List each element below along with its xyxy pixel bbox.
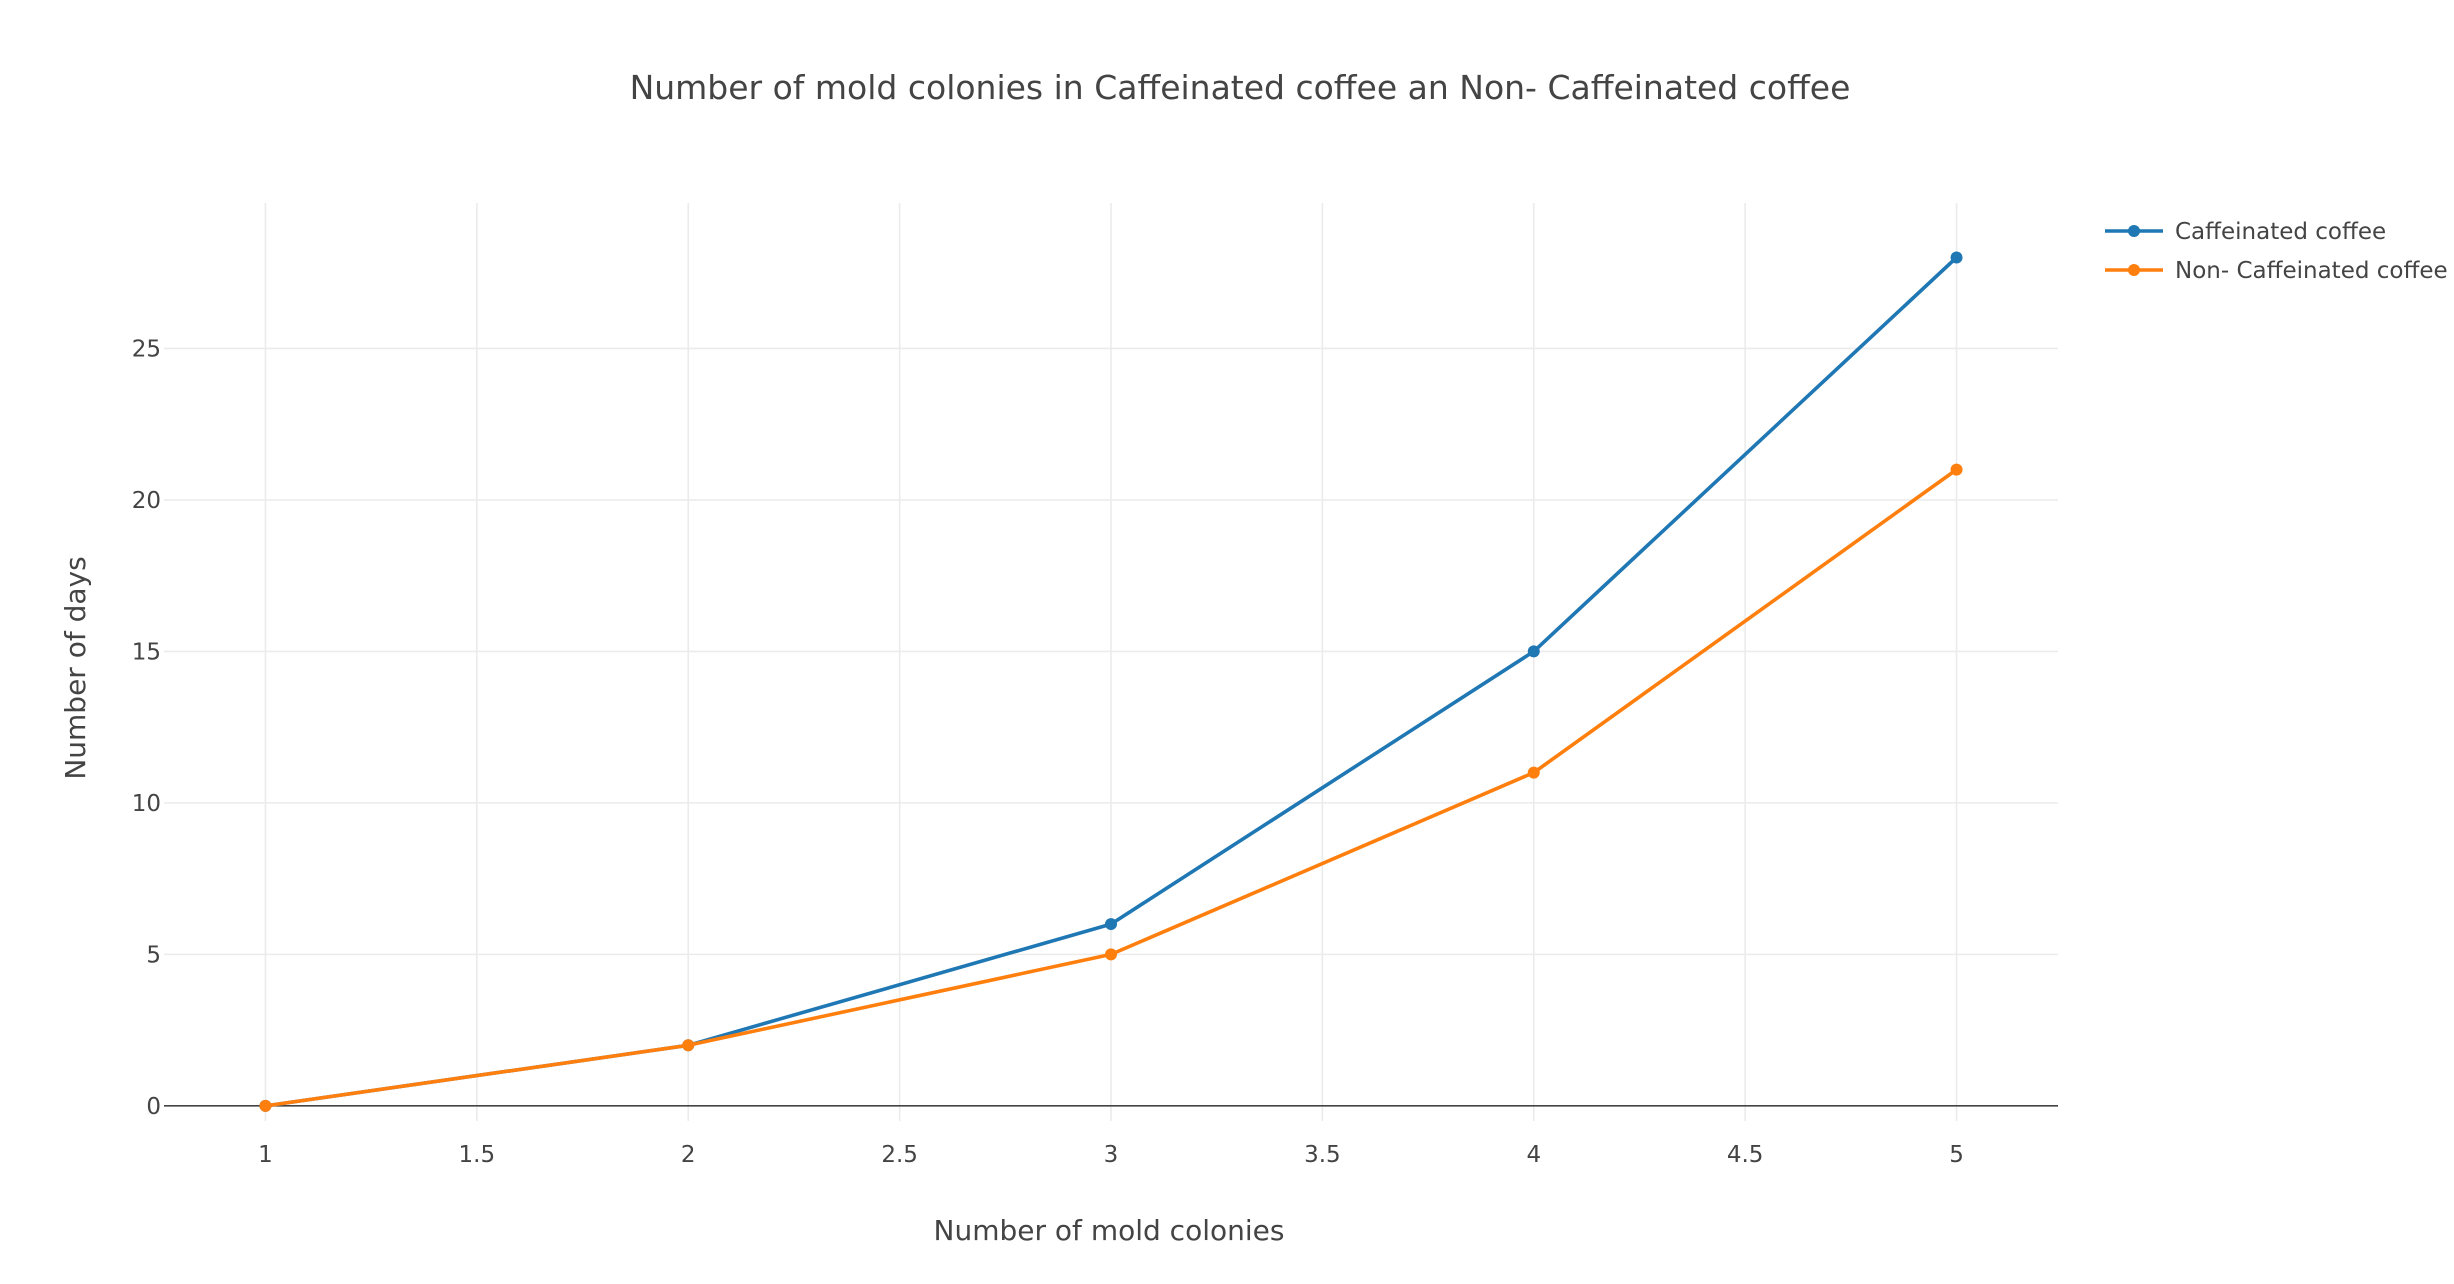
y-tick-label: 0 <box>146 1094 161 1120</box>
y-axis-title: Number of days <box>59 556 92 779</box>
x-tick-label: 5 <box>1949 1142 1964 1168</box>
legend-swatch-marker <box>2128 264 2140 276</box>
data-point <box>259 1099 272 1112</box>
x-tick-label: 1.5 <box>459 1142 496 1168</box>
y-tick-label: 15 <box>132 639 161 665</box>
series-layer <box>259 251 1963 1112</box>
x-tick-label: 4 <box>1526 1142 1541 1168</box>
legend-label: Caffeinated coffee <box>2175 219 2386 245</box>
legend-label: Non- Caffeinated coffee <box>2175 258 2448 284</box>
legend-swatch-marker <box>2128 225 2140 237</box>
x-gridlines <box>264 203 1958 1121</box>
legend[interactable]: Caffeinated coffee Non- Caffeinated coffe… <box>2105 219 2448 284</box>
x-tick-labels: 1 1.5 2 2.5 3 3.5 4 4.5 5 <box>258 1142 1964 1168</box>
data-point <box>1105 948 1117 961</box>
data-point <box>1527 766 1540 779</box>
x-tick-label: 3.5 <box>1304 1142 1341 1168</box>
data-point <box>1950 251 1963 264</box>
x-tick-label: 2 <box>681 1142 696 1168</box>
y-tick-label: 10 <box>132 791 161 817</box>
x-axis-title: Number of mold colonies <box>934 1214 1285 1247</box>
chart-title: Number of mold colonies in Caffeinated c… <box>630 68 1851 107</box>
y-tick-labels: 0 5 10 15 20 25 <box>132 336 161 1119</box>
data-point <box>1950 463 1963 476</box>
data-point <box>1105 918 1117 931</box>
x-tick-label: 4.5 <box>1727 1142 1764 1168</box>
data-point <box>682 1039 695 1052</box>
y-tick-label: 25 <box>132 336 161 362</box>
legend-item[interactable]: Caffeinated coffee <box>2105 219 2386 245</box>
legend-item[interactable]: Non- Caffeinated coffee <box>2105 258 2448 284</box>
y-tick-label: 20 <box>132 488 161 514</box>
y-tick-label: 5 <box>146 942 161 968</box>
series-2 <box>259 463 1963 1112</box>
x-tick-label: 1 <box>258 1142 273 1168</box>
x-tick-label: 2.5 <box>881 1142 918 1168</box>
x-tick-label: 3 <box>1104 1142 1119 1168</box>
data-point <box>1527 645 1540 658</box>
